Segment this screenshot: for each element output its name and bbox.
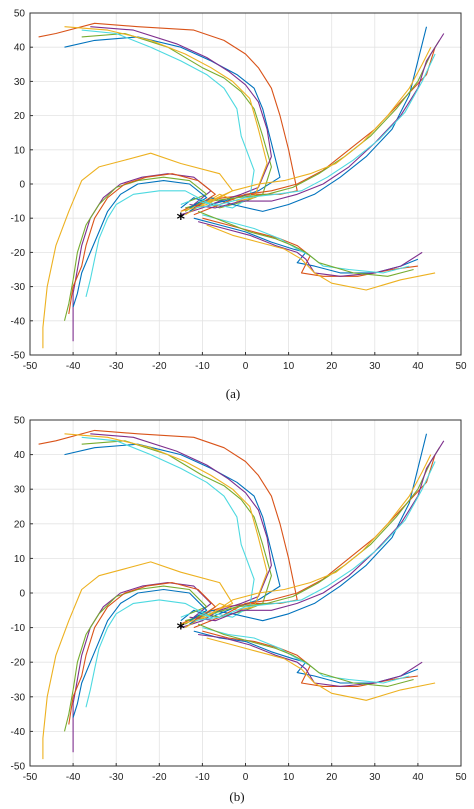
x-tick-label: -30 xyxy=(109,361,124,372)
trajectory-line-a-21 xyxy=(63,176,208,321)
caption-a: (a) xyxy=(226,386,240,401)
y-tick-label: -10 xyxy=(11,214,26,225)
y-tick-label: -50 xyxy=(11,762,26,773)
x-tick-label: 10 xyxy=(283,772,295,783)
trajectory-line-a-7 xyxy=(189,26,428,212)
y-tick-label: 40 xyxy=(14,43,26,54)
x-tick-label: -40 xyxy=(66,361,81,372)
x-tick-label: 50 xyxy=(455,361,467,372)
trajectory-line-b-24 xyxy=(85,599,212,708)
y-tick-label: -10 xyxy=(11,623,26,634)
y-tick-label: 0 xyxy=(19,589,25,600)
trajectory-line-a-20 xyxy=(72,173,212,342)
trajectory-line-b-5 xyxy=(81,436,255,618)
y-tick-label: 10 xyxy=(14,145,26,156)
trajectory-line-a-10 xyxy=(189,33,445,209)
x-tick-label: -50 xyxy=(23,772,38,783)
trajectory-line-b-18 xyxy=(197,623,414,687)
y-tick-label: 20 xyxy=(14,111,26,122)
trajectory-line-b-17 xyxy=(202,627,410,684)
x-tick-label: -40 xyxy=(66,772,81,783)
trajectory-line-b-12 xyxy=(193,461,436,622)
x-tick-label: 30 xyxy=(369,772,381,783)
y-tick-label: 30 xyxy=(14,77,26,88)
y-tick-label: -30 xyxy=(11,692,26,703)
x-tick-label: 0 xyxy=(243,361,249,372)
trajectory-line-a-19 xyxy=(42,152,234,349)
trajectory-line-a-2 xyxy=(64,36,281,209)
y-tick-label: -40 xyxy=(11,727,26,738)
x-tick-label: 20 xyxy=(326,361,338,372)
trajectory-line-b-10 xyxy=(189,440,445,622)
trajectory-line-b-21 xyxy=(63,585,208,732)
trajectory-line-b-2 xyxy=(64,443,281,622)
start-marker: * xyxy=(177,209,186,228)
start-marker: * xyxy=(177,619,186,638)
trajectory-line-a-3 xyxy=(81,32,272,212)
y-tick-label: 30 xyxy=(14,485,26,496)
y-tick-label: -40 xyxy=(11,316,26,327)
x-tick-label: 10 xyxy=(283,361,295,372)
y-tick-label: 20 xyxy=(14,519,26,530)
x-tick-label: 40 xyxy=(412,361,424,372)
trajectory-line-b-19 xyxy=(42,561,234,760)
trajectory-line-a-1 xyxy=(38,22,298,212)
trajectory-line-a-15 xyxy=(197,221,423,277)
trajectory-line-a-9 xyxy=(185,40,440,209)
y-tick-label: -20 xyxy=(11,248,26,259)
trajectory-line-b-23 xyxy=(72,588,208,718)
caption-b: (b) xyxy=(229,789,244,804)
trajectory-line-a-18 xyxy=(197,210,414,277)
y-tick-label: 0 xyxy=(19,180,25,191)
y-tick-label: -30 xyxy=(11,282,26,293)
trajectory-line-b-4 xyxy=(90,433,272,629)
trajectory-line-b-15 xyxy=(198,633,423,687)
x-tick-label: 50 xyxy=(455,772,467,783)
x-tick-label: -20 xyxy=(152,772,167,783)
y-tick-label: -20 xyxy=(11,658,26,669)
x-tick-label: 0 xyxy=(243,772,249,783)
trajectory-line-a-24 xyxy=(85,190,212,298)
x-tick-label: 30 xyxy=(369,361,381,372)
trajectory-line-b-7 xyxy=(189,433,428,625)
x-tick-label: -10 xyxy=(195,361,210,372)
y-tick-label: 50 xyxy=(14,9,26,20)
trajectory-line-a-6 xyxy=(64,26,268,216)
x-tick-label: -10 xyxy=(195,772,210,783)
x-tick-label: -50 xyxy=(23,361,38,372)
trajectory-line-b-22 xyxy=(68,582,216,725)
trajectory-line-a-23 xyxy=(72,180,208,308)
y-tick-label: -50 xyxy=(11,351,26,362)
trajectory-line-b-20 xyxy=(72,582,212,753)
trajectory-line-a-22 xyxy=(68,173,216,315)
y-tick-label: 10 xyxy=(14,554,26,565)
x-tick-label: -30 xyxy=(109,772,124,783)
y-tick-label: 40 xyxy=(14,450,26,461)
panel-a: -50 -40 -30 -20 -10 0 10 20 30 40 50 -50 -40 -30 -20 -1… xyxy=(11,9,467,373)
trajectory-line-a-16 xyxy=(206,224,436,291)
trajectory-line-b-11 xyxy=(180,454,432,625)
trajectory-line-b-6 xyxy=(64,433,268,629)
x-tick-label: 20 xyxy=(326,772,338,783)
panel-b: -50 -40 -30 -20 -10 0 10 20 30 40 50 -50 -40 -30 -20 -1… xyxy=(11,416,467,784)
trajectory-line-b-16 xyxy=(206,637,436,701)
y-tick-label: 50 xyxy=(14,416,26,427)
x-tick-label: -20 xyxy=(152,361,167,372)
x-tick-label: 40 xyxy=(412,772,424,783)
trajectory-line-a-17 xyxy=(202,214,410,274)
trajectory-line-a-12 xyxy=(193,53,436,209)
